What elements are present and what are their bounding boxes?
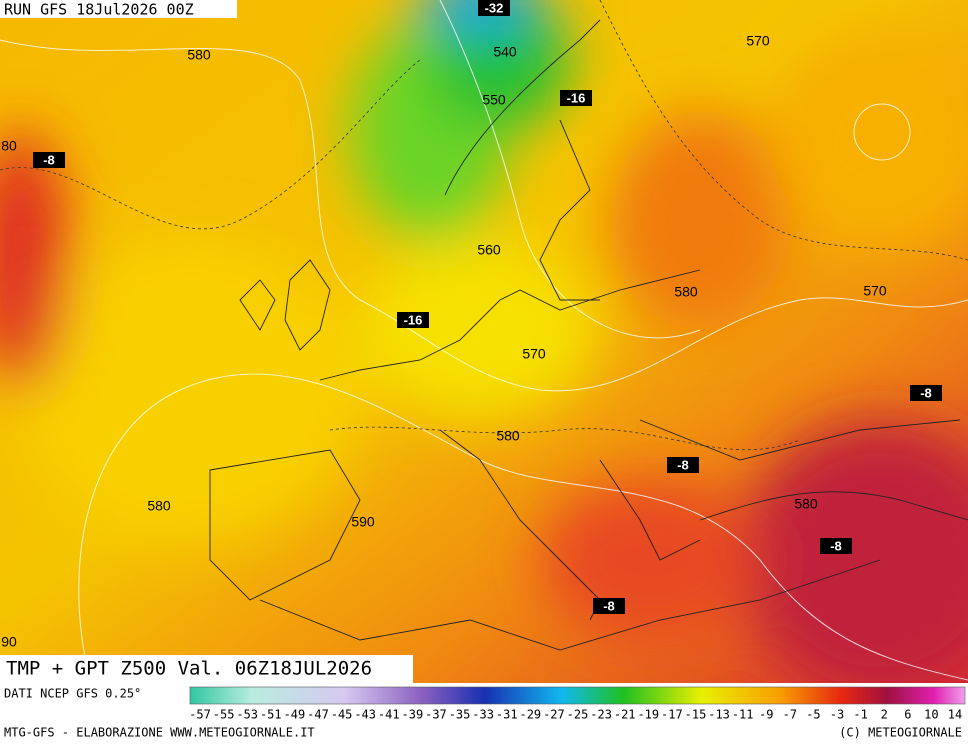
scale-label: 2 xyxy=(881,708,888,722)
contour-label: 560 xyxy=(477,242,501,258)
isotherm-box xyxy=(397,312,429,328)
scale-label: -51 xyxy=(260,708,282,722)
scale-label: -47 xyxy=(307,708,329,722)
scale-label: -1 xyxy=(853,708,867,722)
scale-label: -21 xyxy=(614,708,636,722)
contour-label: 570 xyxy=(863,283,887,299)
isotherm-label: -8 xyxy=(43,152,55,167)
scale-label: -3 xyxy=(830,708,844,722)
scale-label: -35 xyxy=(449,708,471,722)
title-box xyxy=(0,655,413,683)
scale-label: -17 xyxy=(661,708,683,722)
contour-label: 580 xyxy=(794,496,818,512)
isotherm-box xyxy=(560,90,592,106)
isotherm-label: -8 xyxy=(920,385,932,400)
scale-label: -45 xyxy=(331,708,353,722)
scale-label: -55 xyxy=(213,708,235,722)
scale-label: -5 xyxy=(806,708,820,722)
contour-label: 570 xyxy=(522,346,546,362)
isotherm-label: -8 xyxy=(677,457,689,472)
scale-label: -33 xyxy=(472,708,494,722)
scale-label: -7 xyxy=(783,708,797,722)
scale-label: -53 xyxy=(236,708,258,722)
data-source: DATI NCEP GFS 0.25° xyxy=(4,687,141,701)
isotherm-label: -32 xyxy=(485,0,504,15)
isotherm-box xyxy=(820,538,852,554)
scale-label: -25 xyxy=(567,708,589,722)
scale-label: -29 xyxy=(519,708,541,722)
contour-label: 580 xyxy=(496,428,520,444)
contour-label: 580 xyxy=(147,498,171,514)
contour-label: 80 xyxy=(1,138,17,154)
footer-right: (C) METEOGIORNALE xyxy=(839,726,962,740)
isotherm-box xyxy=(910,385,942,401)
scale-label: -15 xyxy=(685,708,707,722)
scale-label: -31 xyxy=(496,708,518,722)
scale-label: -27 xyxy=(543,708,565,722)
isotherm-label: -16 xyxy=(404,312,423,327)
scale-label: -23 xyxy=(590,708,612,722)
scale-label: -57 xyxy=(189,708,211,722)
scale-label: -43 xyxy=(354,708,376,722)
scale-label: -39 xyxy=(402,708,424,722)
isotherm-label: -8 xyxy=(830,538,842,553)
run-box xyxy=(0,0,237,18)
color-scale xyxy=(189,686,966,705)
run-label: RUN GFS 18Jul2026 00Z xyxy=(4,1,194,19)
contour-label: 590 xyxy=(351,514,375,530)
scale-label: -13 xyxy=(708,708,730,722)
scale-label: -49 xyxy=(284,708,306,722)
contour-label: 540 xyxy=(493,44,517,60)
contour-label: 580 xyxy=(674,284,698,300)
isotherm-box xyxy=(667,457,699,473)
contour-label: 550 xyxy=(482,92,506,108)
contour-label: 580 xyxy=(187,47,211,63)
scale-label: -9 xyxy=(759,708,773,722)
contour-label: 90 xyxy=(1,634,17,650)
scale-label: -37 xyxy=(425,708,447,722)
scale-label: -41 xyxy=(378,708,400,722)
isotherm-label: -16 xyxy=(567,90,586,105)
scale-label: -11 xyxy=(732,708,754,722)
scale-label: 10 xyxy=(924,708,938,722)
scale-label: -19 xyxy=(637,708,659,722)
contour-label: 570 xyxy=(746,33,770,49)
isotherm-box xyxy=(33,152,65,168)
scale-label: 6 xyxy=(904,708,911,722)
isotherm-label: -8 xyxy=(603,598,615,613)
footer-left: MTG-GFS - ELABORAZIONE WWW.METEOGIORNALE… xyxy=(4,726,315,740)
isotherm-box xyxy=(593,598,625,614)
map-title: TMP + GPT Z500 Val. 06Z18JUL2026 xyxy=(6,658,372,680)
scale-label: 14 xyxy=(948,708,962,722)
isotherm-box xyxy=(478,0,510,16)
